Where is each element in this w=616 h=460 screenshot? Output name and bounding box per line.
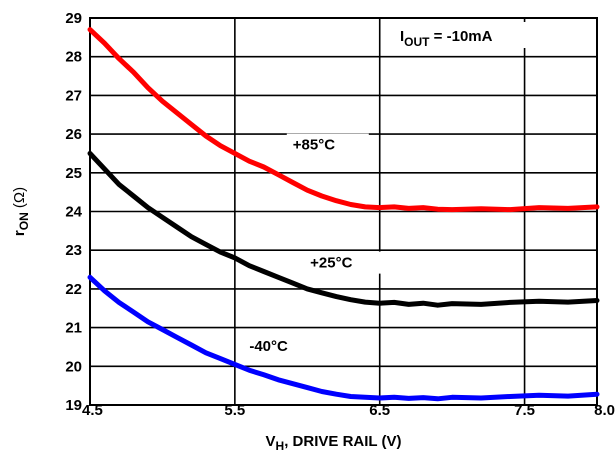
y-tick-label: 23: [65, 242, 82, 259]
series-line-3: [87, 274, 600, 402]
y-axis-title: rON (Ω): [11, 187, 31, 236]
series-label-bg: [243, 334, 324, 357]
series-label-bg: [286, 133, 369, 156]
tick-labels: 19 20 21 22 23 24 25 26 27 28 29 4.5 5.5 6.5 7.5 8.0: [65, 10, 615, 419]
y-tick-label: 24: [65, 204, 82, 221]
series-line-2: [87, 150, 600, 308]
y-tick-label: 22: [65, 281, 82, 298]
series-layer: [87, 27, 600, 402]
x-tick-label: 4.5: [82, 402, 103, 419]
series-label: -40°C: [249, 338, 288, 355]
y-tick-label: 21: [65, 320, 82, 337]
y-tick-label: 19: [65, 397, 82, 414]
y-tick-label: 26: [65, 126, 82, 143]
x-axis-title: VH, DRIVE RAIL (V): [266, 433, 402, 453]
grid-layer: [89, 17, 598, 406]
y-tick-label: 25: [65, 165, 82, 182]
condition-label: IOUT = -10mA: [400, 28, 493, 49]
x-tick-label: 7.5: [514, 402, 535, 419]
series-line-1: [87, 27, 600, 213]
series-label: +85°C: [293, 137, 335, 154]
series-label: +25°C: [310, 255, 352, 272]
y-tick-label: 28: [65, 49, 82, 66]
x-tick-label: 8.0: [594, 402, 615, 419]
y-tick-label: 20: [65, 358, 82, 375]
x-tick-label: 6.5: [369, 402, 390, 419]
annotations: +85°C +25°C -40°C IOUT = -10mA VH, DRIVE RAI…: [11, 22, 552, 453]
plot-frame: [89, 17, 598, 406]
series-label-bg: [304, 251, 397, 274]
x-tick-label: 5.5: [224, 402, 245, 419]
y-tick-label: 29: [65, 10, 82, 27]
condition-bg: [392, 22, 552, 48]
y-tick-label: 27: [65, 87, 82, 104]
